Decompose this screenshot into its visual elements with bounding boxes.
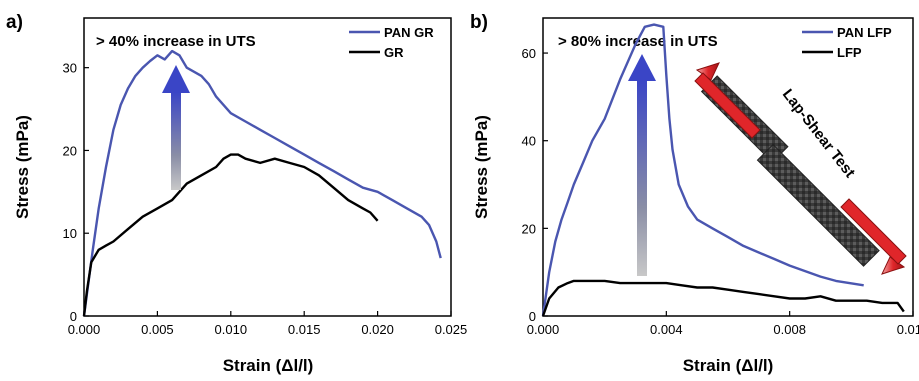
y-tick-label: 40 <box>522 134 536 149</box>
panel-b-x-axis-label: Strain (Δl/l) <box>683 356 774 375</box>
y-tick-label: 20 <box>63 143 77 158</box>
panel-a-arrow-head <box>162 65 190 93</box>
panel-a-y-axis-label: Stress (mPa) <box>13 115 32 219</box>
y-tick-label: 0 <box>70 309 77 324</box>
y-tick-label: 10 <box>63 226 77 241</box>
x-tick-label: 0.004 <box>650 322 683 337</box>
panel-b-legend: PAN LFP LFP <box>802 25 892 60</box>
x-tick-label: 0.008 <box>773 322 806 337</box>
panel-b-y-ticks: 0 20 40 60 <box>522 46 548 324</box>
x-tick-label: 0.025 <box>435 322 468 337</box>
panel-b-legend-lfp: LFP <box>837 45 862 60</box>
panel-a-legend-gr: GR <box>384 45 404 60</box>
panel-a-legend-pan-gr: PAN GR <box>384 25 434 40</box>
x-tick-label: 0.005 <box>141 322 174 337</box>
panel-a-arrow-shaft <box>171 92 181 190</box>
panel-a-label: a) <box>6 12 23 33</box>
lap-shear-specimen-lower <box>756 143 880 267</box>
panel-b-x-ticks: 0.000 0.004 0.008 0.012 <box>527 311 919 337</box>
panel-b-series <box>541 23 905 317</box>
y-tick-label: 20 <box>522 221 536 236</box>
panel-b-frame <box>542 17 914 317</box>
x-tick-label: 0.000 <box>68 322 101 337</box>
x-tick-label: 0.010 <box>215 322 248 337</box>
panel-a-x-ticks: 0.000 0.005 0.010 0.015 0.020 0.025 <box>68 311 468 337</box>
panel-b-legend-pan-lfp: PAN LFP <box>837 25 892 40</box>
y-tick-label: 30 <box>63 61 77 76</box>
panel-b-label: b) <box>470 12 488 33</box>
series-line-pan-gr <box>82 49 442 317</box>
panel-a: a) 0.000 0.005 0.010 0.015 0.020 0.025 0 10 20 3… <box>6 12 467 375</box>
series-line-pan-lfp <box>541 23 864 317</box>
panel-a-y-ticks: 0 10 20 30 <box>63 61 89 324</box>
x-tick-label: 0.020 <box>361 322 394 337</box>
tension-arrow-upper-shaft <box>694 72 761 139</box>
panel-a-series <box>82 49 442 317</box>
panel-a-frame <box>83 17 452 317</box>
panel-a-annotation: > 40% increase in UTS <box>96 33 256 50</box>
panel-b: b) 0.000 0.004 0.008 0.012 0 20 40 60 Strain (… <box>470 12 919 375</box>
panel-b-increase-arrow <box>628 54 656 276</box>
panel-a-x-axis-label: Strain (Δl/l) <box>223 356 314 375</box>
panel-a-legend: PAN GR GR <box>349 25 434 60</box>
x-tick-label: 0.012 <box>897 322 919 337</box>
x-tick-label: 0.015 <box>288 322 321 337</box>
x-tick-label: 0.000 <box>527 322 560 337</box>
y-tick-label: 60 <box>522 46 536 61</box>
panel-b-arrow-head <box>628 54 656 81</box>
panel-b-y-axis-label: Stress (mPa) <box>472 115 491 219</box>
y-tick-label: 0 <box>529 309 536 324</box>
lap-shear-illustration: Lap-Shear Test <box>694 62 907 275</box>
series-line-lfp <box>541 279 905 317</box>
tension-arrow-lower-shaft <box>840 198 907 265</box>
panel-b-arrow-shaft <box>637 80 647 276</box>
panel-a-increase-arrow <box>162 65 190 190</box>
series-line-gr <box>82 153 379 317</box>
